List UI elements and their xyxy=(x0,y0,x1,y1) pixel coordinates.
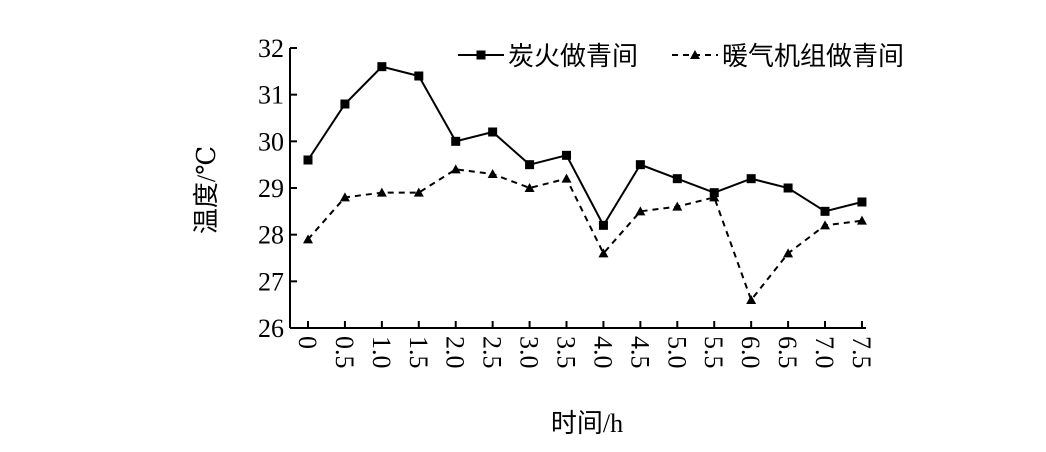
marker xyxy=(488,127,498,137)
marker xyxy=(303,155,313,165)
marker xyxy=(783,183,793,193)
marker xyxy=(709,192,720,202)
marker xyxy=(746,174,756,184)
marker xyxy=(598,248,609,258)
y-tick-label: 29 xyxy=(258,174,284,203)
marker xyxy=(561,173,572,183)
marker xyxy=(690,50,700,59)
marker xyxy=(413,187,424,197)
marker xyxy=(339,192,350,202)
marker xyxy=(525,160,535,170)
x-tick-label: 0.5 xyxy=(330,336,359,369)
marker xyxy=(857,197,867,207)
x-tick-label: 7.0 xyxy=(810,336,839,369)
marker xyxy=(450,164,461,174)
series-line xyxy=(307,65,863,228)
y-axis-title: 温度/℃ xyxy=(192,146,221,234)
marker xyxy=(476,50,486,60)
y-tick-label: 32 xyxy=(258,34,284,63)
legend-label: 暖气机组做青间 xyxy=(722,42,904,71)
y-tick-label: 31 xyxy=(258,81,284,110)
marker xyxy=(562,150,572,160)
x-tick-label: 7.5 xyxy=(847,336,876,369)
x-tick-label: 2.5 xyxy=(478,336,507,369)
marker xyxy=(414,71,424,81)
y-tick-label: 26 xyxy=(258,314,284,343)
y-tick-label: 28 xyxy=(258,221,284,250)
y-tick-label: 27 xyxy=(258,267,284,296)
marker xyxy=(746,295,757,304)
marker xyxy=(451,136,461,146)
x-tick-label: 5.5 xyxy=(699,336,728,369)
x-tick-label: 5.0 xyxy=(662,336,691,369)
x-tick-label: 6.0 xyxy=(736,336,765,369)
marker xyxy=(340,99,350,109)
marker xyxy=(820,206,830,216)
marker xyxy=(635,160,645,170)
series-line xyxy=(307,168,863,303)
x-tick-label: 0 xyxy=(293,336,322,349)
marker xyxy=(820,220,831,230)
legend-label: 炭火做青间 xyxy=(508,42,638,71)
marker xyxy=(598,220,608,230)
marker xyxy=(672,174,682,184)
x-tick-label: 1.5 xyxy=(404,336,433,369)
marker xyxy=(303,234,313,244)
marker xyxy=(856,215,867,225)
marker xyxy=(377,62,387,72)
x-tick-label: 4.5 xyxy=(625,336,654,369)
x-tick-label: 2.0 xyxy=(441,336,470,369)
marker xyxy=(783,248,794,258)
marker xyxy=(487,169,498,178)
x-tick-label: 6.5 xyxy=(773,336,802,369)
x-tick-label: 3.5 xyxy=(552,336,581,369)
x-tick-label: 4.0 xyxy=(588,336,617,369)
marker xyxy=(635,206,646,216)
x-tick-label: 1.0 xyxy=(367,336,396,369)
marker xyxy=(376,187,387,197)
marker xyxy=(672,201,683,211)
y-tick-label: 30 xyxy=(258,127,284,156)
x-axis-title: 时间/h xyxy=(551,409,623,438)
x-tick-label: 3.0 xyxy=(515,336,544,369)
marker xyxy=(524,183,535,192)
